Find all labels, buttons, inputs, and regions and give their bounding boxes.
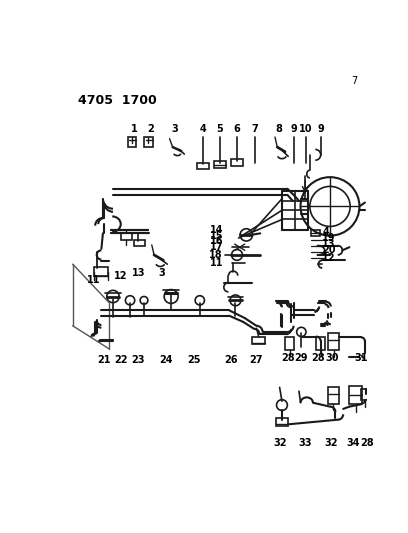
Text: 31: 31 [354,353,368,363]
Text: 22: 22 [114,356,127,366]
Text: 14: 14 [210,224,223,235]
Bar [214,161,226,168]
Text: 27: 27 [250,356,263,366]
Bar [328,387,339,405]
Text: 13: 13 [322,239,336,249]
Text: 1: 1 [131,124,137,134]
Text: 7: 7 [251,124,258,134]
Text: 8: 8 [275,124,282,134]
Text: 19: 19 [322,233,336,243]
Bar [197,163,209,168]
Text: 9: 9 [291,124,298,134]
Text: 12: 12 [114,271,127,281]
Bar [134,239,145,246]
Bar [310,230,320,236]
Bar [93,267,108,277]
Text: 29: 29 [295,353,308,363]
Text: 28: 28 [360,438,374,448]
Text: 15: 15 [210,231,223,241]
Text: 25: 25 [188,356,201,366]
Text: 32: 32 [325,438,338,448]
Text: 9: 9 [317,124,324,134]
Text: 17: 17 [210,242,223,252]
Text: 28: 28 [282,353,295,363]
Bar [328,334,339,350]
Text: 11: 11 [87,274,100,285]
Text: 33: 33 [298,438,312,448]
Text: 4705  1700: 4705 1700 [78,94,157,107]
Bar [349,386,362,405]
Text: 6: 6 [234,124,240,134]
Text: 24: 24 [159,356,173,366]
Bar [276,418,288,426]
Text: 30: 30 [326,353,339,363]
Text: 2: 2 [147,124,153,134]
Text: 13: 13 [132,269,145,278]
Text: 4: 4 [322,227,329,237]
Text: 28: 28 [312,353,325,363]
Text: 18: 18 [209,250,223,260]
Bar [253,336,265,344]
Text: 16: 16 [210,236,223,246]
Text: 21: 21 [97,356,111,366]
Bar [128,137,136,147]
Text: 5: 5 [217,124,223,134]
Text: 11: 11 [210,257,223,268]
Bar [316,337,325,350]
Text: 4: 4 [200,124,206,134]
Bar [285,337,294,350]
Text: 10: 10 [299,124,313,134]
Bar [361,389,370,400]
Text: 3: 3 [158,269,165,278]
Text: 34: 34 [346,438,360,448]
Text: 26: 26 [224,356,237,366]
Text: 3: 3 [172,124,178,134]
Bar [121,233,132,240]
Text: 23: 23 [131,356,144,366]
Bar [144,137,153,147]
Text: 32: 32 [274,438,287,448]
Text: 20: 20 [322,245,336,255]
Bar [231,159,243,166]
Text: 12: 12 [322,253,336,263]
Text: 7: 7 [352,76,358,86]
